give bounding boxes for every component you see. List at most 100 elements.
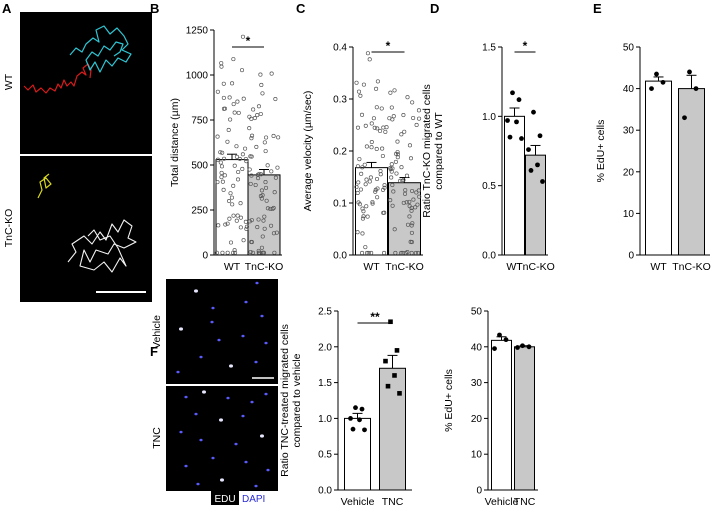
- data-point: [227, 216, 232, 221]
- significance-marker: *: [246, 34, 251, 48]
- data-point: [259, 245, 264, 250]
- data-point: [262, 226, 267, 231]
- data-point: [219, 64, 224, 69]
- data-point: [249, 218, 254, 223]
- data-point: [222, 106, 227, 111]
- data-point: [411, 197, 416, 202]
- data-point: [410, 221, 415, 226]
- nucleus: [244, 300, 248, 304]
- data-point: [497, 332, 502, 338]
- data-point: [232, 110, 237, 115]
- data-point: [375, 79, 380, 84]
- data-point: [247, 167, 252, 172]
- data-point: [270, 206, 275, 212]
- data-point: [261, 250, 266, 255]
- data-point: [235, 213, 240, 218]
- nucleus: [199, 355, 203, 359]
- y-tick-label: 40: [623, 84, 635, 95]
- data-point: [368, 175, 373, 180]
- y-tick-label: 10: [471, 450, 483, 461]
- data-point: [391, 189, 396, 194]
- bar: [678, 88, 705, 256]
- y-tick-label: 0.0: [333, 251, 347, 262]
- data-point: [417, 116, 422, 121]
- data-point: [244, 159, 249, 164]
- data-point: [400, 250, 405, 255]
- data-point: [358, 93, 363, 98]
- data-point: [356, 180, 361, 185]
- data-point: [218, 150, 223, 155]
- nucleus: [229, 364, 233, 368]
- chart-c: 0.0 0.1 0.2 0.3 0.4 Average velocity (µm/sec)…: [302, 39, 424, 273]
- data-point: [363, 123, 368, 128]
- data-point: [383, 358, 388, 364]
- data-point: [231, 57, 236, 62]
- row-label-tnc-ko: TnC-KO: [3, 209, 15, 248]
- x-tick-label: TnC-KO: [385, 261, 424, 273]
- data-point: [526, 147, 531, 153]
- data-point: [238, 215, 243, 220]
- x-tick-label: TnC-KO: [245, 261, 284, 273]
- data-point: [355, 190, 360, 195]
- data-point: [215, 89, 220, 94]
- data-point: [247, 126, 252, 131]
- data-point: [232, 163, 237, 168]
- data-point: [400, 178, 405, 184]
- track-wt-cyan: [69, 25, 132, 73]
- x-tick-label: Vehicle: [485, 496, 519, 508]
- data-point: [389, 105, 394, 110]
- data-point: [238, 225, 243, 230]
- nucleus: [264, 392, 268, 396]
- data-point: [359, 406, 365, 412]
- data-point: [416, 250, 421, 255]
- data-point: [255, 113, 260, 118]
- data-point: [409, 205, 414, 211]
- data-point: [367, 57, 372, 62]
- y-tick-label: 0.3: [333, 95, 347, 106]
- data-point: [395, 155, 400, 160]
- y-axis-label: Average velocity (µm/sec): [302, 91, 314, 212]
- nucleus: [202, 390, 206, 394]
- data-point: [392, 88, 397, 93]
- data-point: [519, 136, 524, 141]
- data-point: [364, 204, 369, 209]
- data-point: [256, 217, 261, 222]
- data-point: [654, 71, 659, 77]
- nucleus: [196, 482, 200, 486]
- data-point: [240, 34, 246, 39]
- data-point: [392, 227, 397, 232]
- y-tick-label: 1.5: [482, 43, 496, 54]
- data-point: [357, 157, 362, 162]
- y-tick-label: 1250: [186, 26, 209, 37]
- data-point: [215, 134, 220, 139]
- bar: [525, 154, 546, 256]
- data-point: [225, 139, 230, 144]
- data-point: [373, 187, 378, 192]
- data-point: [273, 96, 278, 102]
- data-point: [417, 194, 422, 199]
- data-point: [395, 152, 400, 157]
- data-point: [369, 250, 374, 255]
- data-point: [220, 150, 225, 155]
- data-point: [241, 238, 246, 243]
- data-point: [262, 140, 267, 145]
- data-point: [249, 240, 254, 245]
- data-point: [414, 190, 419, 195]
- data-point: [389, 169, 394, 174]
- data-point: [369, 145, 374, 150]
- data-point: [399, 132, 404, 137]
- data-point: [236, 110, 241, 115]
- data-point: [407, 199, 412, 204]
- data-point: [221, 95, 226, 100]
- data-point: [237, 156, 242, 161]
- data-point: [389, 175, 394, 180]
- data-point: [492, 346, 497, 351]
- y-tick-label: 750: [191, 116, 208, 127]
- y-tick-label: 0.0: [482, 251, 496, 262]
- data-point: [395, 139, 400, 144]
- data-point: [371, 116, 376, 121]
- data-point: [660, 79, 666, 85]
- data-point: [364, 144, 369, 149]
